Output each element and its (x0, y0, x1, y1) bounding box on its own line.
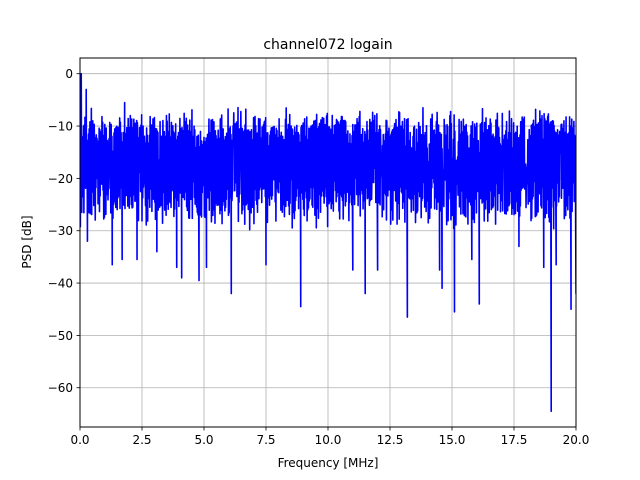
x-axis: 0.0 2.5 5.0 7.5 10.0 12.5 15.0 17.5 20.0 (70, 427, 589, 447)
series-line (80, 72, 576, 413)
x-tick-label: 5.0 (194, 433, 213, 447)
x-tick-label: 20.0 (563, 433, 590, 447)
y-tick-label: −60 (48, 381, 73, 395)
x-tick-label: 2.5 (132, 433, 151, 447)
y-axis-label: PSD [dB] (20, 215, 34, 268)
y-tick-label: −40 (48, 277, 73, 291)
y-axis: 0 −10 −20 −30 −40 −50 −60 (48, 67, 80, 395)
y-tick-label: −30 (48, 224, 73, 238)
y-tick-label: −10 (48, 120, 73, 134)
x-tick-label: 17.5 (501, 433, 528, 447)
y-tick-label: −20 (48, 172, 73, 186)
x-axis-label: Frequency [MHz] (278, 456, 379, 470)
y-tick-label: 0 (65, 67, 73, 81)
x-tick-label: 15.0 (439, 433, 466, 447)
chart-title: channel072 logain (263, 37, 392, 53)
x-tick-label: 12.5 (377, 433, 404, 447)
x-tick-label: 10.0 (315, 433, 342, 447)
x-tick-label: 0.0 (70, 433, 89, 447)
y-tick-label: −50 (48, 329, 73, 343)
x-tick-label: 7.5 (256, 433, 275, 447)
